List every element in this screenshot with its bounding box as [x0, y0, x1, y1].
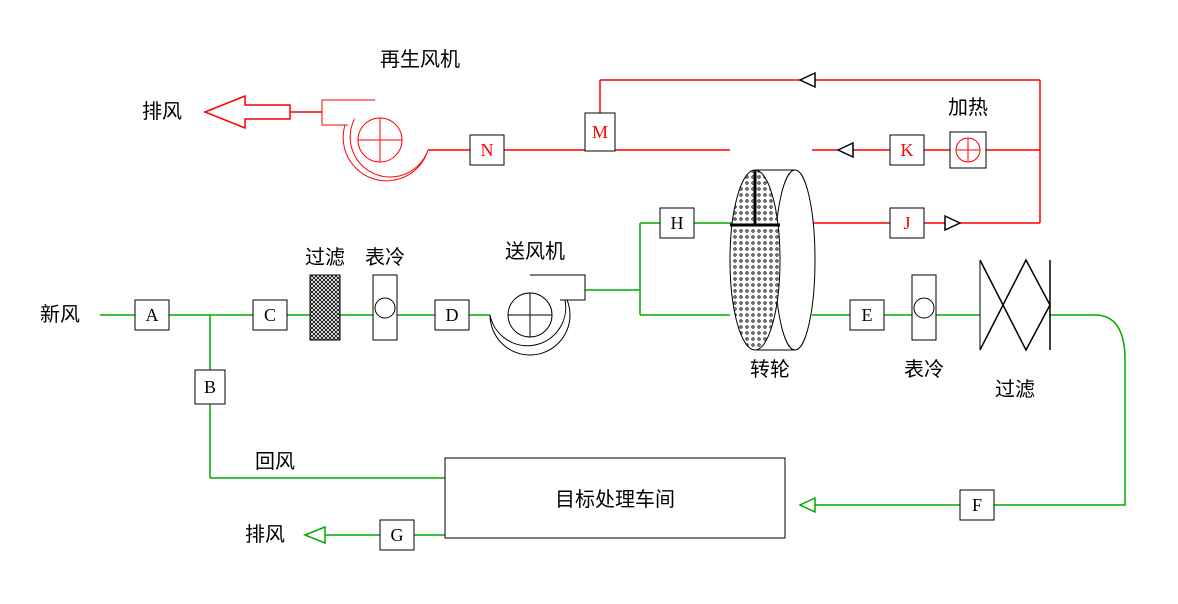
- caption-cooler2: 表冷: [904, 358, 944, 381]
- caption-exhaust-bot: 排风: [245, 523, 285, 546]
- svg-text:E: E: [862, 305, 873, 325]
- svg-text:M: M: [592, 122, 608, 142]
- filter-mesh: [310, 275, 340, 340]
- caption-cooler1: 表冷: [365, 246, 405, 269]
- svg-text:B: B: [204, 377, 216, 397]
- caption-return-air: 回风: [255, 451, 295, 473]
- node-J: J: [890, 208, 924, 238]
- svg-text:F: F: [972, 495, 982, 515]
- cooler-1: [373, 275, 397, 340]
- svg-text:J: J: [903, 213, 910, 233]
- exhaust-arrow-top: [205, 96, 290, 128]
- caption-exhaust-top: 排风: [142, 100, 182, 123]
- svg-text:H: H: [671, 213, 684, 233]
- caption-target-room: 目标处理车间: [555, 488, 675, 511]
- node-M: M: [585, 113, 615, 151]
- svg-text:D: D: [446, 305, 459, 325]
- heater-symbol: [950, 132, 986, 168]
- caption-filter1: 过滤: [305, 246, 345, 269]
- caption-heater: 加热: [948, 96, 988, 119]
- node-F: F: [960, 490, 994, 520]
- svg-text:A: A: [146, 305, 159, 325]
- filter-triangles: [980, 260, 1050, 350]
- node-A: A: [135, 300, 169, 330]
- caption-regen-fan: 再生风机: [380, 48, 460, 71]
- svg-text:K: K: [901, 140, 914, 160]
- node-E: E: [850, 300, 884, 330]
- node-K: K: [890, 135, 924, 165]
- desiccant-wheel: [730, 170, 815, 350]
- node-C: C: [253, 300, 287, 330]
- caption-filter2: 过滤: [995, 378, 1035, 401]
- node-H: H: [660, 208, 694, 238]
- cooler-2: [912, 275, 936, 340]
- caption-supply-fan: 送风机: [505, 240, 565, 263]
- node-N: N: [470, 135, 504, 165]
- hvac-schematic: A B C D E F G H J K M N 再生风机 排风 加热 过滤 表冷…: [0, 0, 1178, 604]
- supply-fan: [490, 275, 585, 355]
- node-B: B: [195, 370, 225, 404]
- svg-text:N: N: [481, 140, 494, 160]
- caption-fresh-air: 新风: [40, 303, 80, 326]
- node-D: D: [435, 300, 469, 330]
- svg-text:C: C: [264, 305, 276, 325]
- caption-wheel: 转轮: [750, 358, 790, 381]
- regen-fan: [322, 100, 428, 181]
- node-G: G: [380, 520, 414, 550]
- svg-text:G: G: [391, 525, 404, 545]
